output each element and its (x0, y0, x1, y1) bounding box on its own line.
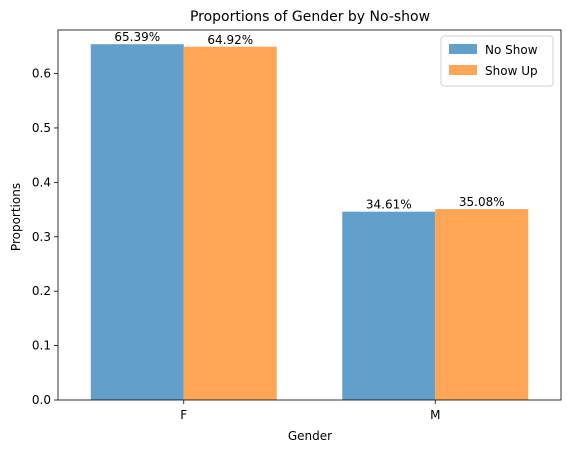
legend-label: Show Up (485, 64, 538, 78)
chart-title: Proportions of Gender by No-show (190, 9, 430, 25)
y-tick-label: 0.3 (32, 230, 51, 244)
y-axis-label: Proportions (9, 183, 23, 251)
legend: No Show Show Up (440, 35, 554, 87)
bar-show-up-f (183, 46, 277, 401)
legend-swatch (449, 44, 477, 54)
y-tick-label: 0.5 (32, 121, 51, 135)
bar-label: 65.39% (114, 30, 160, 44)
y-tick-label: 0.6 (32, 67, 51, 81)
bar-label: 64.92% (207, 33, 253, 47)
x-axis-label: Gender (288, 429, 332, 443)
legend-label: No Show (485, 43, 538, 57)
x-tick-label: M (430, 408, 440, 422)
bar-no-show-f (90, 44, 184, 400)
y-tick-label: 0.1 (32, 339, 51, 353)
x-tick-label: F (180, 408, 187, 422)
y-tick-label: 0.2 (32, 284, 51, 298)
y-tick-label: 0.4 (32, 175, 51, 189)
legend-swatch (449, 65, 477, 75)
bar-show-up-m (435, 209, 529, 400)
y-tick-label: 0.0 (32, 393, 51, 407)
bar-label: 34.61% (366, 198, 412, 212)
y-axis: 0.0 0.1 0.2 0.3 0.4 0.5 0.6 (32, 67, 58, 407)
bars-group (90, 44, 529, 401)
plot-frame (57, 29, 562, 401)
bar-no-show-m (342, 211, 436, 400)
bar-labels-group: 65.39% 34.61% 64.92% 35.08% (114, 30, 504, 211)
bar-label: 35.08% (459, 195, 505, 209)
